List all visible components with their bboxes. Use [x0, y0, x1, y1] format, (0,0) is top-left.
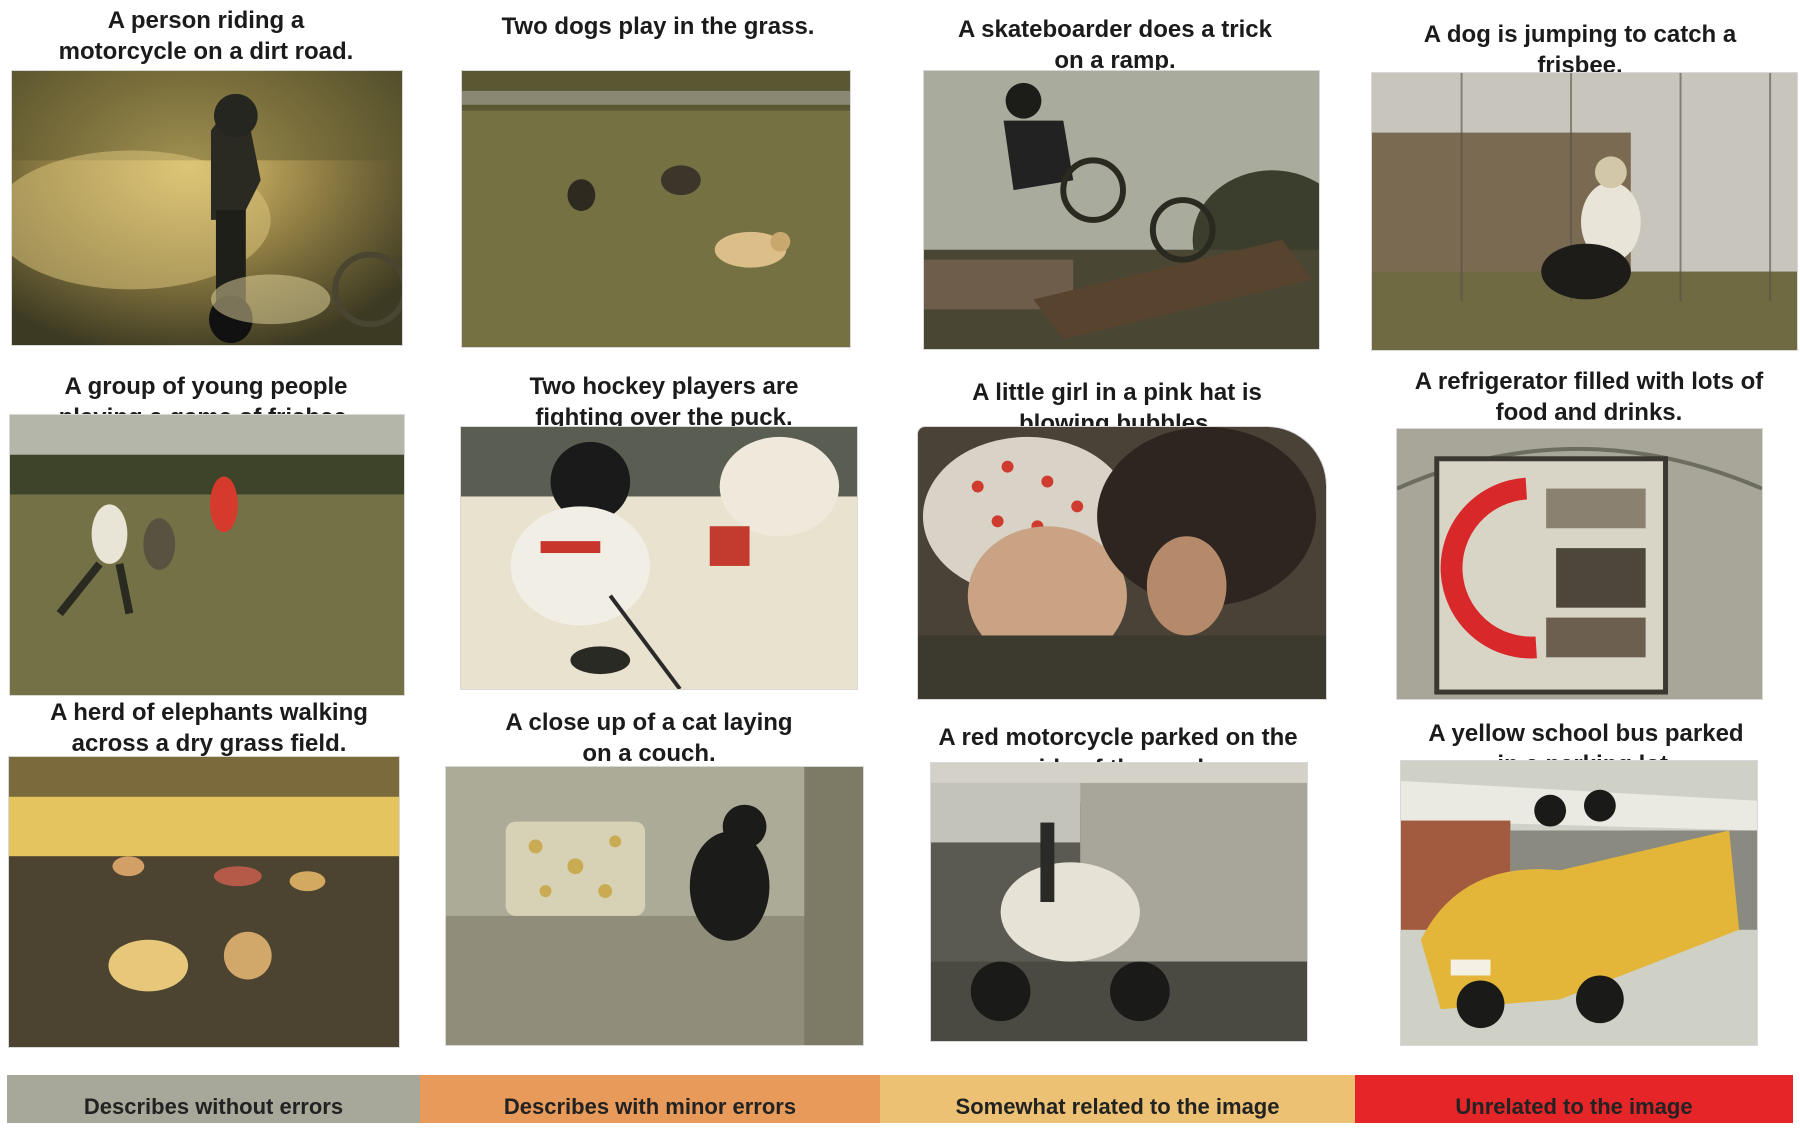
legend-label: Unrelated to the image — [1455, 1094, 1693, 1119]
legend-label: Somewhat related to the image — [955, 1094, 1280, 1119]
photo-bmx-ramp — [923, 70, 1320, 350]
photo-sheep-grazing — [8, 756, 400, 1048]
caption-line: A close up of a cat laying — [505, 709, 793, 736]
legend-label: Describes with minor errors — [503, 1094, 797, 1119]
legend-item-unrelated: Unrelated to the image — [1355, 1075, 1793, 1123]
caption-text: A refrigerator filled with lots of food … — [1384, 366, 1794, 428]
caption-text: A little girl in a pink hat is blowing b… — [922, 377, 1312, 439]
caption-text: A close up of a cat laying on a couch. — [449, 707, 849, 769]
caption-line: A dog is jumping to catch a — [1423, 21, 1737, 48]
photo-no-parking-sign — [1396, 428, 1763, 700]
caption-line: A yellow school bus parked — [1428, 720, 1744, 747]
caption-line: food and drinks. — [1495, 399, 1683, 426]
caption-text: A person riding a motorcycle on a dirt r… — [10, 5, 402, 67]
caption-line: motorcycle on a dirt road. — [58, 38, 354, 65]
photo-woman-dog-fence — [1371, 72, 1798, 351]
legend-label: Describes without errors — [83, 1094, 344, 1119]
caption-line: Two hockey players are — [529, 373, 799, 400]
photo-black-cat-couch — [445, 766, 864, 1046]
legend-item-minor-errors: Describes with minor errors — [420, 1075, 880, 1123]
legend-item-describes-without-errors: Describes without errors — [7, 1075, 420, 1123]
caption-line: A person riding a — [107, 7, 305, 34]
caption-line: A little girl in a pink hat is — [972, 379, 1262, 406]
photo-dogs-in-grass — [461, 70, 851, 348]
photo-frisbee-players — [9, 414, 405, 696]
caption-text: Two hockey players are fighting over the… — [468, 371, 860, 433]
caption-line: on a ramp. — [1054, 47, 1176, 74]
caption-line: A refrigerator filled with lots of — [1414, 368, 1764, 395]
photo-hockey-players — [460, 426, 858, 690]
caption-line: Two dogs play in the grass. — [501, 13, 815, 40]
caption-text: A skateboarder does a trick on a ramp. — [925, 14, 1305, 76]
caption-text: A herd of elephants walking across a dry… — [13, 697, 405, 759]
caption-line: on a couch. — [582, 740, 716, 767]
photo-children-knit-hats — [917, 426, 1327, 700]
photo-motocross-rider — [11, 70, 403, 346]
legend-item-somewhat-related: Somewhat related to the image — [880, 1075, 1355, 1123]
caption-line: across a dry grass field. — [71, 730, 347, 757]
caption-line: A skateboarder does a trick — [958, 16, 1272, 43]
photo-scooter-parked — [930, 762, 1308, 1042]
caption-line: A group of young people — [64, 373, 348, 400]
caption-text: Two dogs play in the grass. — [462, 11, 854, 42]
caption-line: A herd of elephants walking — [50, 699, 368, 726]
caption-line: A red motorcycle parked on the — [938, 724, 1298, 751]
photo-yellow-car-limo — [1400, 760, 1758, 1046]
